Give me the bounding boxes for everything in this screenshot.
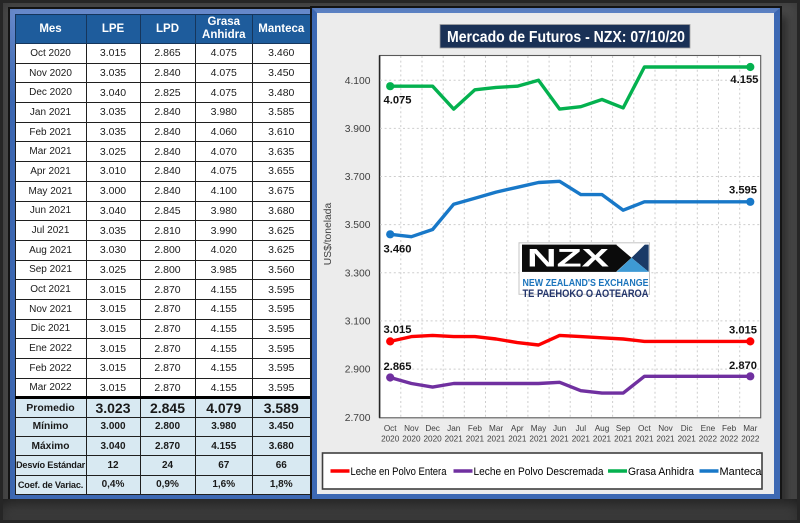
svg-text:2022: 2022 — [720, 435, 739, 444]
svg-text:Dic: Dic — [681, 424, 693, 433]
svg-text:Mar: Mar — [743, 424, 757, 433]
svg-text:3.900: 3.900 — [345, 124, 371, 135]
svg-text:2021: 2021 — [529, 435, 548, 444]
svg-text:Apr: Apr — [511, 424, 524, 433]
svg-text:NEW ZEALAND'S EXCHANGE: NEW ZEALAND'S EXCHANGE — [523, 278, 649, 289]
svg-text:2.700: 2.700 — [345, 413, 371, 424]
svg-text:Leche en Polvo Descremada: Leche en Polvo Descremada — [474, 466, 605, 478]
svg-text:Grasa Anhidra: Grasa Anhidra — [628, 466, 695, 478]
svg-text:Ene: Ene — [701, 424, 716, 433]
svg-text:Oct: Oct — [638, 424, 651, 433]
svg-text:2021: 2021 — [614, 435, 633, 444]
svg-text:2020: 2020 — [423, 435, 442, 444]
svg-text:2021: 2021 — [466, 435, 485, 444]
svg-text:2021: 2021 — [487, 435, 506, 444]
svg-text:Feb: Feb — [722, 424, 737, 433]
svg-text:3.500: 3.500 — [345, 220, 371, 231]
svg-text:May: May — [531, 424, 547, 433]
svg-text:Mercado de Futuros - NZX: 07/1: Mercado de Futuros - NZX: 07/10/20 — [447, 29, 685, 46]
svg-text:3.700: 3.700 — [345, 172, 371, 183]
svg-text:2021: 2021 — [678, 435, 697, 444]
svg-text:2021: 2021 — [593, 435, 612, 444]
svg-text:Aug: Aug — [595, 424, 610, 433]
svg-text:2021: 2021 — [508, 435, 527, 444]
svg-text:3.300: 3.300 — [345, 268, 371, 279]
svg-text:2021: 2021 — [550, 435, 569, 444]
svg-text:3.595: 3.595 — [729, 185, 757, 197]
svg-text:2020: 2020 — [402, 435, 421, 444]
svg-text:Jul: Jul — [576, 424, 587, 433]
svg-text:Mar: Mar — [489, 424, 503, 433]
svg-text:2.870: 2.870 — [729, 360, 757, 372]
svg-text:4.075: 4.075 — [384, 95, 412, 107]
svg-text:3.015: 3.015 — [729, 324, 757, 336]
svg-text:Jun: Jun — [553, 424, 567, 433]
svg-text:Dec: Dec — [425, 424, 440, 433]
svg-text:Leche en Polvo Entera: Leche en Polvo Entera — [351, 466, 448, 478]
svg-text:Nov: Nov — [404, 424, 419, 433]
svg-text:2022: 2022 — [699, 435, 718, 444]
svg-text:2021: 2021 — [572, 435, 591, 444]
svg-text:US$/tonelada: US$/tonelada — [323, 203, 334, 266]
svg-text:2021: 2021 — [445, 435, 464, 444]
svg-text:NZX: NZX — [527, 245, 610, 273]
svg-text:2022: 2022 — [741, 435, 760, 444]
svg-text:2020: 2020 — [381, 435, 400, 444]
svg-text:Nov: Nov — [658, 424, 673, 433]
svg-text:Manteca: Manteca — [720, 466, 763, 478]
svg-text:2.865: 2.865 — [384, 361, 412, 373]
svg-text:3.100: 3.100 — [345, 317, 371, 328]
svg-text:3.015: 3.015 — [384, 324, 412, 336]
svg-text:2021: 2021 — [656, 435, 675, 444]
svg-text:Sep: Sep — [616, 424, 631, 433]
svg-text:Feb: Feb — [468, 424, 483, 433]
svg-text:4.155: 4.155 — [730, 74, 758, 86]
svg-text:2.900: 2.900 — [345, 365, 371, 376]
svg-text:Oct: Oct — [384, 424, 397, 433]
svg-text:2021: 2021 — [635, 435, 654, 444]
svg-text:Jan: Jan — [447, 424, 461, 433]
svg-text:3.460: 3.460 — [384, 244, 412, 256]
svg-text:TE PAEHOKO O AOTEAROA: TE PAEHOKO O AOTEAROA — [523, 288, 649, 300]
svg-text:4.100: 4.100 — [345, 76, 371, 87]
